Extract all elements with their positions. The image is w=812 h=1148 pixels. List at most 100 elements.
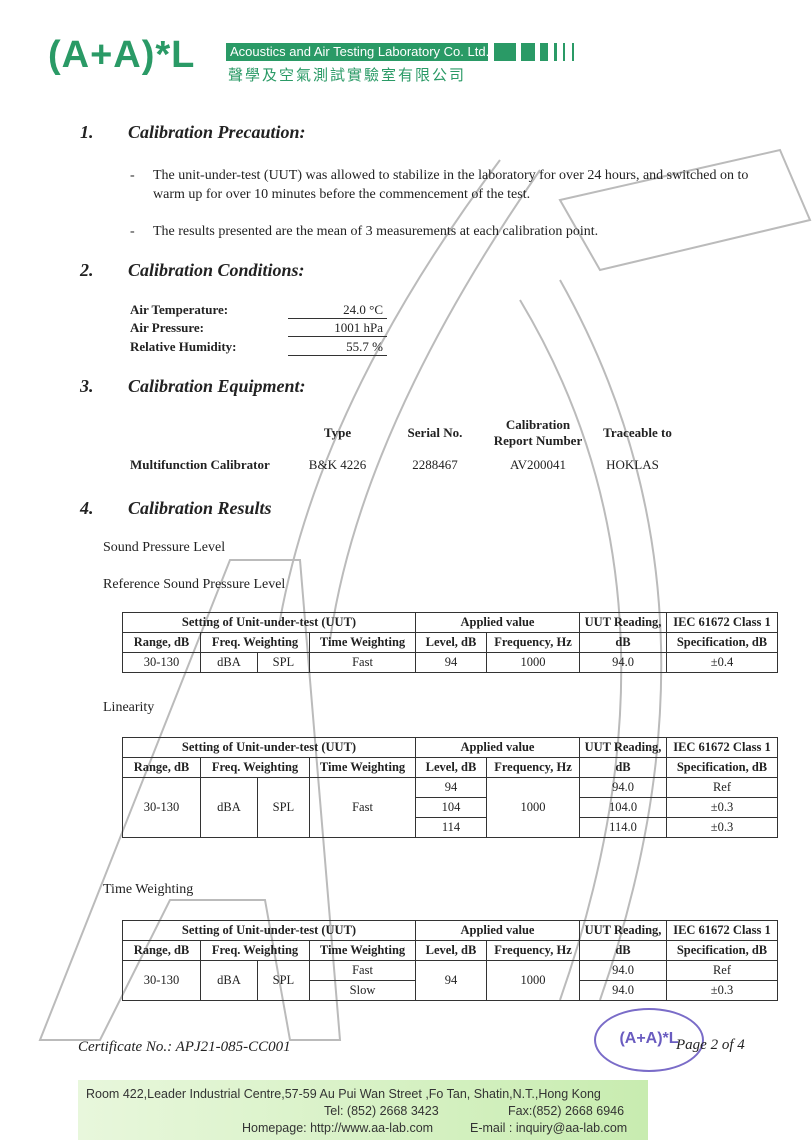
page-number: Page 2 of 4 <box>676 1037 745 1053</box>
table-cell: Specification, dB <box>666 940 778 961</box>
table-cell: 1000 <box>486 652 580 673</box>
logo-bar <box>572 43 574 61</box>
logo-bar <box>554 43 557 61</box>
equipment-trace: HOKLAS <box>606 457 659 472</box>
condition-label: Relative Humidity: <box>130 339 237 354</box>
table-cell: Time Weighting <box>309 940 416 961</box>
table-cell: 1000 <box>486 960 580 1001</box>
reference-spl-table: Setting of Unit-under-test (UUT) Applied … <box>122 612 778 673</box>
logo-bar <box>494 43 516 61</box>
footer <box>78 1080 648 1140</box>
table-cell: Fast <box>309 652 416 673</box>
company-logo: (A+A)*L <box>48 34 196 76</box>
table-cell: Range, dB <box>122 940 201 961</box>
table-cell: Time Weighting <box>309 757 416 778</box>
table-cell: 94 <box>415 652 487 673</box>
equipment-header: Type <box>323 425 352 440</box>
table-cell: Applied value <box>415 612 580 633</box>
table-cell: Range, dB <box>122 757 201 778</box>
table-cell: UUT Reading, <box>579 612 667 633</box>
equipment-report: AV200041 <box>509 457 567 472</box>
table-cell: 94 <box>415 960 487 1001</box>
equipment-serial: 2288467 <box>412 457 458 472</box>
table-cell: 94.0 <box>579 777 667 798</box>
table-cell: Fast <box>309 777 416 838</box>
table-cell: Slow <box>309 980 416 1001</box>
table-cell: SPL <box>256 777 311 838</box>
table-cell: Ref <box>666 960 778 981</box>
table-cell: dBA <box>200 960 258 1001</box>
subheading: Sound Pressure Level <box>103 540 226 555</box>
table-cell: Setting of Unit-under-test (UUT) <box>122 737 416 758</box>
logo-bar <box>521 43 535 61</box>
equipment-type: B&K 4226 <box>308 457 367 472</box>
company-name-en: Acoustics and Air Testing Laboratory Co.… <box>226 43 489 61</box>
logo-bar <box>563 43 565 61</box>
table-cell: Level, dB <box>415 632 487 653</box>
certificate-number: Certificate No.: APJ21-085-CC001 <box>78 1039 291 1055</box>
condition-label: Air Pressure: <box>130 320 205 335</box>
subheading: Linearity <box>103 700 155 715</box>
table-cell: Level, dB <box>415 757 487 778</box>
table-cell: Frequency, Hz <box>486 632 580 653</box>
table-cell: 104.0 <box>579 797 667 818</box>
table-cell: IEC 61672 Class 1 <box>666 920 778 941</box>
subheading: Time Weighting <box>103 882 194 897</box>
table-cell: 30-130 <box>122 777 201 838</box>
table-cell: Setting of Unit-under-test (UUT) <box>122 612 416 633</box>
table-cell: 94.0 <box>579 980 667 1001</box>
table-cell: ±0.3 <box>666 797 778 818</box>
subheading: Reference Sound Pressure Level <box>103 577 286 592</box>
condition-value: 1001 hPa <box>288 320 387 337</box>
condition-label: Air Temperature: <box>130 302 229 317</box>
table-cell: 94.0 <box>579 652 667 673</box>
table-cell: dBA <box>200 777 258 838</box>
table-cell: Applied value <box>415 737 580 758</box>
equipment-name: Multifunction Calibrator <box>130 457 270 472</box>
table-cell: 1000 <box>486 777 580 838</box>
table-cell: 114 <box>415 817 487 838</box>
table-cell: SPL <box>256 960 311 1001</box>
table-cell: Freq. Weighting <box>200 757 310 778</box>
section-title: Calibration Conditions: <box>128 260 305 280</box>
table-cell: Time Weighting <box>309 632 416 653</box>
table-cell: 30-130 <box>122 960 201 1001</box>
table-cell: ±0.3 <box>666 817 778 838</box>
logo-bar <box>540 43 548 61</box>
section-number: 4. <box>80 498 94 518</box>
table-cell: dB <box>579 632 667 653</box>
table-cell: SPL <box>256 652 311 673</box>
section-title: Calibration Results <box>128 498 272 518</box>
table-cell: dBA <box>200 652 258 673</box>
table-cell: dB <box>579 757 667 778</box>
section-title: Calibration Precaution: <box>128 122 306 142</box>
table-cell: 30-130 <box>122 652 201 673</box>
table-cell: Applied value <box>415 920 580 941</box>
laboratory-stamp: (A+A)*L <box>594 1008 704 1072</box>
table-cell: 114.0 <box>579 817 667 838</box>
footer-homepage: Homepage: http://www.aa-lab.com <box>242 1121 434 1135</box>
footer-email: E-mail : inquiry@aa-lab.com <box>470 1121 628 1135</box>
table-cell: Frequency, Hz <box>486 757 580 778</box>
table-cell: dB <box>579 940 667 961</box>
linearity-table: Setting of Unit-under-test (UUT) Applied … <box>122 737 778 838</box>
table-cell: 94.0 <box>579 960 667 981</box>
table-cell: Range, dB <box>122 632 201 653</box>
table-cell: Specification, dB <box>666 757 778 778</box>
section-number: 3. <box>80 376 94 396</box>
table-cell: Level, dB <box>415 940 487 961</box>
table-cell: 94 <box>415 777 487 798</box>
table-cell: UUT Reading, <box>579 737 667 758</box>
section-number: 1. <box>80 122 94 142</box>
table-cell: 104 <box>415 797 487 818</box>
equipment-header: Calibration Report Number <box>493 417 583 448</box>
section-title: Calibration Equipment: <box>128 376 306 396</box>
footer-tel: Tel: (852) 2668 3423 <box>324 1104 439 1118</box>
table-cell: Setting of Unit-under-test (UUT) <box>122 920 416 941</box>
table-cell: Fast <box>309 960 416 981</box>
table-cell: IEC 61672 Class 1 <box>666 737 778 758</box>
equipment-header: Serial No. <box>407 425 463 440</box>
time-weighting-table: Setting of Unit-under-test (UUT) Applied … <box>122 920 778 1001</box>
table-cell: Freq. Weighting <box>200 940 310 961</box>
